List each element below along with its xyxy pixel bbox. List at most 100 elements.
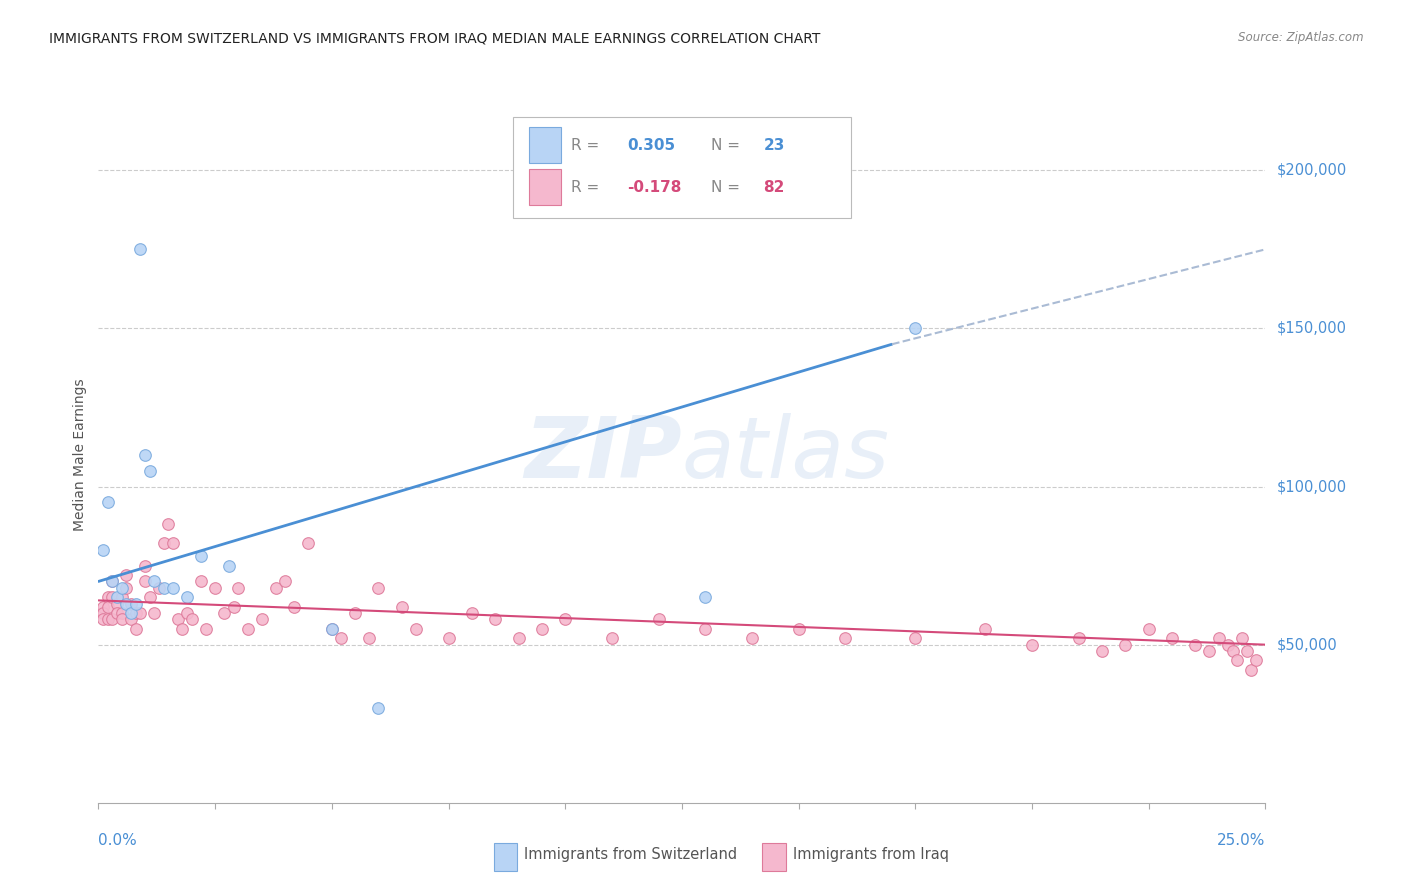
FancyBboxPatch shape bbox=[513, 118, 851, 219]
Point bbox=[1244, 653, 1267, 667]
Point bbox=[236, 622, 259, 636]
Point bbox=[91, 542, 114, 557]
Point bbox=[134, 448, 156, 462]
Text: 23: 23 bbox=[763, 137, 785, 153]
Text: atlas: atlas bbox=[682, 413, 890, 497]
Point bbox=[125, 622, 148, 636]
Text: N =: N = bbox=[711, 179, 745, 194]
Point bbox=[695, 622, 717, 636]
Point bbox=[105, 591, 128, 605]
Point bbox=[97, 612, 120, 626]
Point bbox=[111, 581, 134, 595]
Point bbox=[1114, 638, 1136, 652]
Point bbox=[1021, 638, 1043, 652]
Point bbox=[904, 321, 927, 335]
FancyBboxPatch shape bbox=[494, 843, 517, 871]
Text: $50,000: $50,000 bbox=[1277, 637, 1337, 652]
Text: 82: 82 bbox=[763, 179, 785, 194]
Point bbox=[125, 597, 148, 611]
Point bbox=[461, 606, 484, 620]
Point bbox=[222, 599, 245, 614]
Text: Immigrants from Iraq: Immigrants from Iraq bbox=[793, 847, 949, 863]
Point bbox=[97, 591, 120, 605]
Point bbox=[391, 599, 413, 614]
FancyBboxPatch shape bbox=[762, 843, 786, 871]
Point bbox=[834, 632, 856, 646]
Point bbox=[1184, 638, 1206, 652]
Point bbox=[228, 581, 250, 595]
Point bbox=[91, 606, 114, 620]
Text: 0.305: 0.305 bbox=[627, 137, 675, 153]
Point bbox=[120, 612, 142, 626]
Point bbox=[111, 606, 134, 620]
Point bbox=[1216, 638, 1239, 652]
Point bbox=[97, 495, 120, 509]
Point bbox=[530, 622, 553, 636]
Text: R =: R = bbox=[571, 179, 605, 194]
Point bbox=[143, 574, 166, 589]
Point bbox=[1161, 632, 1184, 646]
Point bbox=[437, 632, 460, 646]
Point bbox=[101, 574, 124, 589]
Point bbox=[190, 549, 212, 563]
Point bbox=[152, 581, 174, 595]
Point bbox=[129, 243, 152, 257]
Point bbox=[1067, 632, 1090, 646]
Point bbox=[1222, 644, 1244, 658]
Y-axis label: Median Male Earnings: Median Male Earnings bbox=[73, 378, 87, 532]
Point bbox=[554, 612, 576, 626]
Point bbox=[321, 622, 343, 636]
Text: R =: R = bbox=[571, 137, 605, 153]
Point bbox=[101, 612, 124, 626]
FancyBboxPatch shape bbox=[529, 128, 561, 163]
Point bbox=[204, 581, 226, 595]
Point bbox=[218, 558, 240, 573]
Text: 0.0%: 0.0% bbox=[98, 833, 138, 848]
Point bbox=[139, 591, 162, 605]
Point bbox=[787, 622, 810, 636]
Text: -0.178: -0.178 bbox=[627, 179, 682, 194]
Point bbox=[134, 558, 156, 573]
Point bbox=[283, 599, 305, 614]
Point bbox=[166, 612, 188, 626]
Point bbox=[695, 591, 717, 605]
Point bbox=[101, 574, 124, 589]
Point bbox=[741, 632, 763, 646]
Point bbox=[115, 568, 138, 582]
Point bbox=[1208, 632, 1230, 646]
Point bbox=[157, 517, 180, 532]
Point bbox=[508, 632, 530, 646]
Point bbox=[344, 606, 367, 620]
Point bbox=[274, 574, 297, 589]
Point bbox=[647, 612, 669, 626]
Point bbox=[297, 536, 319, 550]
Point bbox=[1230, 632, 1253, 646]
Point bbox=[120, 597, 142, 611]
Point bbox=[367, 581, 389, 595]
Point bbox=[105, 597, 128, 611]
Point bbox=[134, 574, 156, 589]
Point bbox=[105, 606, 128, 620]
Point bbox=[904, 632, 927, 646]
Point bbox=[152, 536, 174, 550]
Point bbox=[172, 622, 194, 636]
FancyBboxPatch shape bbox=[529, 169, 561, 205]
Point bbox=[214, 606, 236, 620]
Point bbox=[148, 581, 170, 595]
Point bbox=[321, 622, 343, 636]
Point bbox=[111, 591, 134, 605]
Point bbox=[180, 612, 202, 626]
Point bbox=[250, 612, 273, 626]
Point bbox=[115, 597, 138, 611]
Point bbox=[367, 701, 389, 715]
Point bbox=[600, 632, 623, 646]
Text: Source: ZipAtlas.com: Source: ZipAtlas.com bbox=[1239, 31, 1364, 45]
Text: $150,000: $150,000 bbox=[1277, 321, 1347, 336]
Text: ZIP: ZIP bbox=[524, 413, 682, 497]
Point bbox=[129, 606, 152, 620]
Point bbox=[1240, 663, 1263, 677]
Point bbox=[176, 606, 198, 620]
Point bbox=[162, 536, 184, 550]
Text: Immigrants from Switzerland: Immigrants from Switzerland bbox=[524, 847, 738, 863]
Text: $200,000: $200,000 bbox=[1277, 163, 1347, 178]
